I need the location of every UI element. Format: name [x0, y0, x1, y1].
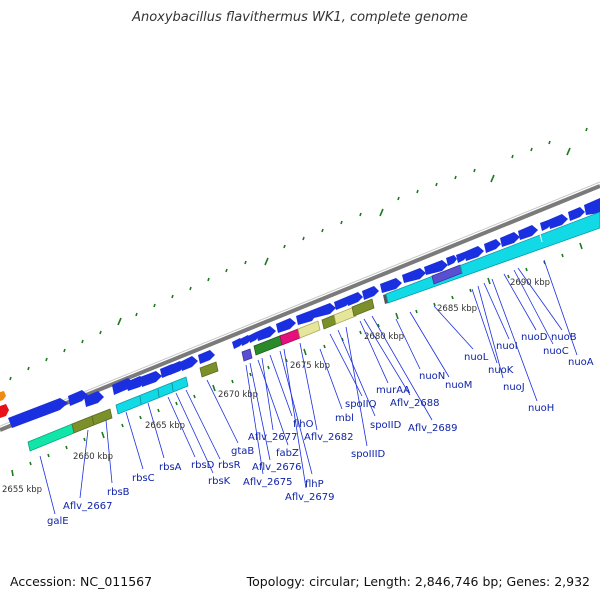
gene-arrow: [540, 220, 551, 231]
gene-arrow: [584, 198, 600, 215]
gene-label: rbsC: [132, 473, 155, 484]
gene-arrow: [500, 232, 520, 247]
gene-label: nuoC: [543, 346, 569, 357]
gene-label: nuoL: [464, 352, 489, 363]
map-title: Anoxybacillus flavithermus WK1, complete…: [132, 10, 468, 25]
gene-label: Aflv_2682: [304, 432, 354, 443]
kbp-label: 2670 kbp: [218, 390, 258, 400]
gene-arrow: [84, 391, 104, 407]
gene-label: rbsB: [107, 487, 130, 498]
kbp-label: 2655 kbp: [2, 485, 42, 495]
gene-arrow: [248, 332, 259, 343]
gene-label: Aflv_2679: [285, 492, 335, 503]
partial-gene-red: [0, 404, 9, 418]
gene-label: nuoI: [496, 341, 518, 352]
gene-label: nuoA: [568, 357, 594, 368]
gene-arrow: [312, 303, 336, 318]
gene-label: fabZ: [276, 448, 299, 459]
accession-text: Accession: NC_011567: [10, 574, 153, 589]
gene-label: spoIIID: [351, 449, 386, 460]
gene-label: mbl: [335, 413, 354, 424]
gene-labels: galE Aflv_2667 rbsB rbsC rbsA rbsD rbsK …: [47, 332, 594, 527]
gene-arrow: [518, 225, 538, 240]
label-leader-lines: [39, 259, 578, 515]
gene-arrow: [568, 207, 585, 221]
kbp-label: 2665 kbp: [145, 421, 185, 431]
gene-arrow: [446, 255, 457, 266]
kbp-label: 2690 kbp: [510, 278, 550, 288]
gene-label: Aflv_2675: [243, 477, 293, 488]
gene-arrow: [296, 310, 316, 325]
gene-arrow: [484, 239, 501, 253]
gene-label: rbsD: [191, 460, 215, 471]
gene-arrow: [276, 318, 296, 333]
gene-arrow: [346, 292, 363, 306]
gene-label: spoIID: [370, 420, 402, 431]
gene-arrow: [68, 390, 88, 406]
gene-label: Aflv_2688: [390, 398, 440, 409]
gene-label: nuoH: [528, 403, 554, 414]
gene-label: murAA: [376, 385, 410, 396]
gene-label: spoIIQ: [345, 399, 377, 410]
genome-summary-text: Topology: circular; Length: 2,846,746 bp…: [246, 574, 590, 589]
kbp-label: 2660 kbp: [73, 452, 113, 462]
kbp-labels: 2655 kbp 2660 kbp 2665 kbp 2670 kbp 2675…: [2, 278, 550, 495]
genome-backbone: [0, 181, 600, 432]
gene-label: rbsR: [218, 460, 241, 471]
gene-arrow: [198, 350, 215, 364]
gene-arrow: [380, 278, 402, 293]
gene-arrow: [456, 252, 467, 263]
gene-arrow: [548, 214, 568, 229]
gene-label: galE: [47, 516, 69, 527]
reverse-strand-genes: [27, 211, 600, 452]
gene-label: Aflv_2676: [252, 462, 302, 473]
gene-label: nuoN: [419, 371, 445, 382]
gene-arrow: [362, 286, 379, 300]
gene-label: nuoJ: [503, 382, 525, 393]
gene-arrow: [232, 338, 243, 349]
gene-label: Aflv_2667: [63, 501, 113, 512]
gene-label: nuoB: [551, 332, 577, 343]
gene-label: Aflv_2689: [408, 423, 458, 434]
gene-label: flhP: [305, 479, 324, 490]
gene-label: nuoK: [488, 365, 514, 376]
gene-arrow: [256, 326, 276, 341]
outer-tick-ring: [9, 127, 588, 381]
gene-arrow: [402, 268, 426, 283]
gene-label: Aflv_2677: [248, 432, 298, 443]
gene-label: nuoD: [521, 332, 548, 343]
gene-label: gtaB: [231, 446, 254, 457]
kbp-label: 2675 kbp: [290, 361, 330, 371]
kbp-label: 2685 kbp: [437, 304, 477, 314]
gene-arrow: [180, 356, 198, 371]
gene-arrow: [240, 335, 251, 346]
gene-arrow: [140, 371, 162, 387]
gene-arrow: [464, 246, 484, 261]
forward-strand-genes: [8, 198, 600, 428]
partial-gene-orange: [0, 391, 6, 401]
gene-arrow: [424, 260, 448, 275]
gene-label: rbsA: [159, 462, 182, 473]
gene-arrow: [8, 398, 68, 428]
kbp-label: 2680 kbp: [364, 332, 404, 342]
gene-label: rbsK: [208, 476, 231, 487]
gene-label: flhO: [293, 419, 314, 430]
gene-label: nuoM: [445, 380, 472, 391]
